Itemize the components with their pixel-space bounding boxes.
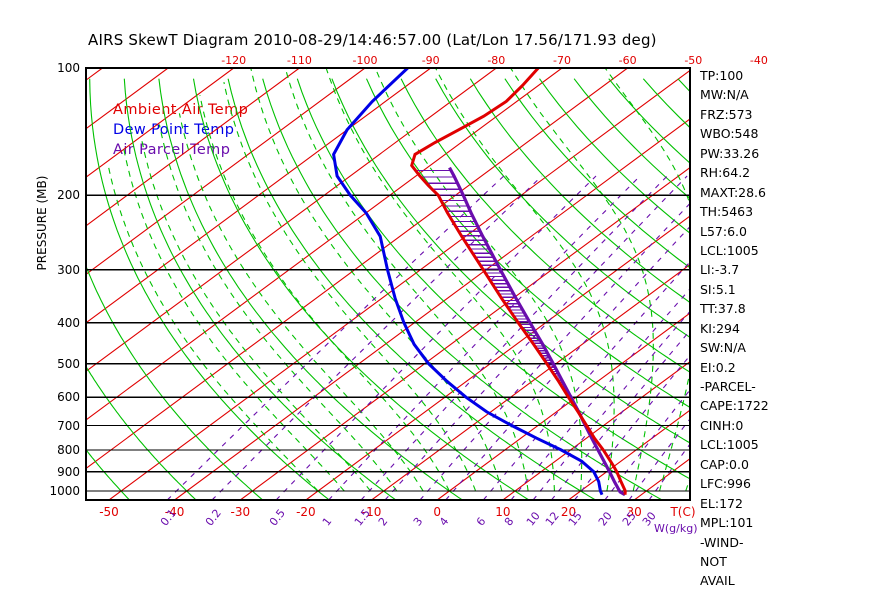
index-line: SI:5.1 — [700, 281, 736, 297]
bottom-temp-tick: -20 — [296, 505, 316, 519]
top-temp-tick: -100 — [352, 54, 378, 67]
index-line: L57:6.0 — [700, 223, 747, 239]
pressure-tick: 600 — [57, 390, 80, 405]
top-temp-tick: -40 — [749, 54, 768, 67]
index-line: TP:100 — [700, 68, 744, 83]
index-line: LCL:1005 — [700, 437, 759, 453]
bottom-temp-tick: 30 — [626, 505, 642, 519]
index-line: SW:N/A — [700, 340, 746, 356]
pressure-tick: 400 — [57, 315, 80, 330]
index-line: MAXT:28.6 — [700, 184, 766, 200]
index-line: WBO:548 — [700, 126, 759, 142]
bottom-temp-tick: 0 — [433, 505, 442, 519]
index-line: EI:0.2 — [700, 359, 736, 375]
top-temp-tick: -60 — [618, 54, 637, 67]
top-temp-tick: -110 — [286, 54, 312, 67]
index-line: TT:37.8 — [700, 301, 746, 317]
bottom-temp-tick: -10 — [361, 505, 382, 519]
index-line: AVAIL — [700, 573, 735, 589]
pressure-tick: 800 — [57, 443, 80, 457]
top-temp-tick: -80 — [487, 54, 506, 67]
pressure-tick: 1000 — [49, 484, 80, 498]
pressure-tick: 200 — [57, 188, 80, 203]
index-line: TH:5463 — [700, 204, 754, 220]
skewt-plot-canvas — [85, 67, 691, 501]
index-line: CAP:0.0 — [700, 456, 749, 472]
skewt-diagram-page: AIRS SkewT Diagram 2010-08-29/14:46:57.0… — [35, 31, 769, 589]
top-temp-tick: -120 — [221, 54, 247, 67]
stability-indices-panel: TP:100 MW:N/A FRZ:573 WBO:548 PW:33.26 RH:64.… — [700, 66, 860, 591]
index-line: FRZ:573 — [700, 106, 753, 122]
index-line: CAPE:1722 — [700, 398, 769, 414]
pressure-tick: 300 — [57, 262, 80, 277]
top-temp-tick: -50 — [684, 54, 703, 67]
index-line: CINH:0 — [700, 417, 744, 433]
index-line: MW:N/A — [700, 87, 749, 103]
legend-ambient-air-temp: Ambient Air Temp — [113, 102, 249, 118]
pressure-tick: 500 — [57, 356, 80, 371]
bottom-temp-tick: -40 — [164, 505, 185, 519]
index-line: MPL:101 — [700, 515, 754, 531]
mixing-ratio-unit-label: W(g/kg) — [654, 522, 698, 535]
index-line: LFC:996 — [700, 476, 751, 492]
temperature-unit-label: T(C) — [670, 505, 696, 519]
page-title: AIRS SkewT Diagram 2010-08-29/14:46:57.0… — [88, 31, 657, 49]
top-temp-tick: -90 — [421, 54, 440, 67]
index-line: -WIND- — [700, 534, 744, 550]
index-line: PW:33.26 — [700, 145, 760, 161]
pressure-tick: 900 — [57, 464, 80, 479]
top-temp-tick: -70 — [553, 54, 571, 67]
index-line: EL:172 — [700, 495, 743, 511]
legend-air-parcel-temp: Air Parcel Temp — [113, 142, 231, 158]
index-line: RH:64.2 — [700, 165, 751, 181]
bottom-temp-tick: 20 — [560, 505, 577, 519]
bottom-temp-tick: -30 — [230, 505, 251, 519]
pressure-tick: 700 — [57, 418, 80, 433]
index-line: -PARCEL- — [700, 379, 756, 394]
bottom-temp-tick: -50 — [99, 505, 119, 519]
index-line: KI:294 — [700, 320, 740, 336]
bottom-temp-tick: 10 — [495, 505, 511, 519]
index-line: LCL:1005 — [700, 242, 759, 258]
index-line: LI:-3.7 — [700, 262, 740, 278]
pressure-tick: 100 — [57, 61, 80, 75]
